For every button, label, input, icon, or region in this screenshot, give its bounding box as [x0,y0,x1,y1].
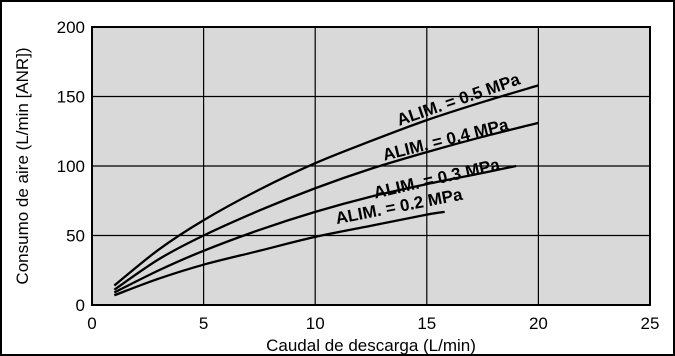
x-tick-label: 25 [641,314,660,333]
x-tick-label: 10 [306,314,325,333]
x-tick-label: 0 [87,314,96,333]
x-axis-title: Caudal de descarga (L/min) [266,336,476,355]
y-tick-label: 0 [76,296,85,315]
series-line-0 [113,84,539,287]
series-line-3 [113,210,445,297]
y-tick-label: 150 [57,88,85,107]
y-tick-label: 100 [57,157,85,176]
x-tick-label: 5 [199,314,208,333]
series-lines [113,84,539,297]
grid-lines [92,27,650,305]
y-axis-title: Consumo de aire (L/min [ANR]) [13,47,32,284]
plot-frame [91,26,651,306]
tick-labels: 0 5 10 15 20 25 0 50 100 150 200 [57,18,660,333]
series-line-2 [113,164,517,294]
y-tick-label: 200 [57,18,85,37]
series-line-1 [113,121,539,291]
x-tick-label: 15 [417,314,436,333]
x-tick-label: 20 [529,314,548,333]
y-tick-label: 50 [66,227,85,246]
